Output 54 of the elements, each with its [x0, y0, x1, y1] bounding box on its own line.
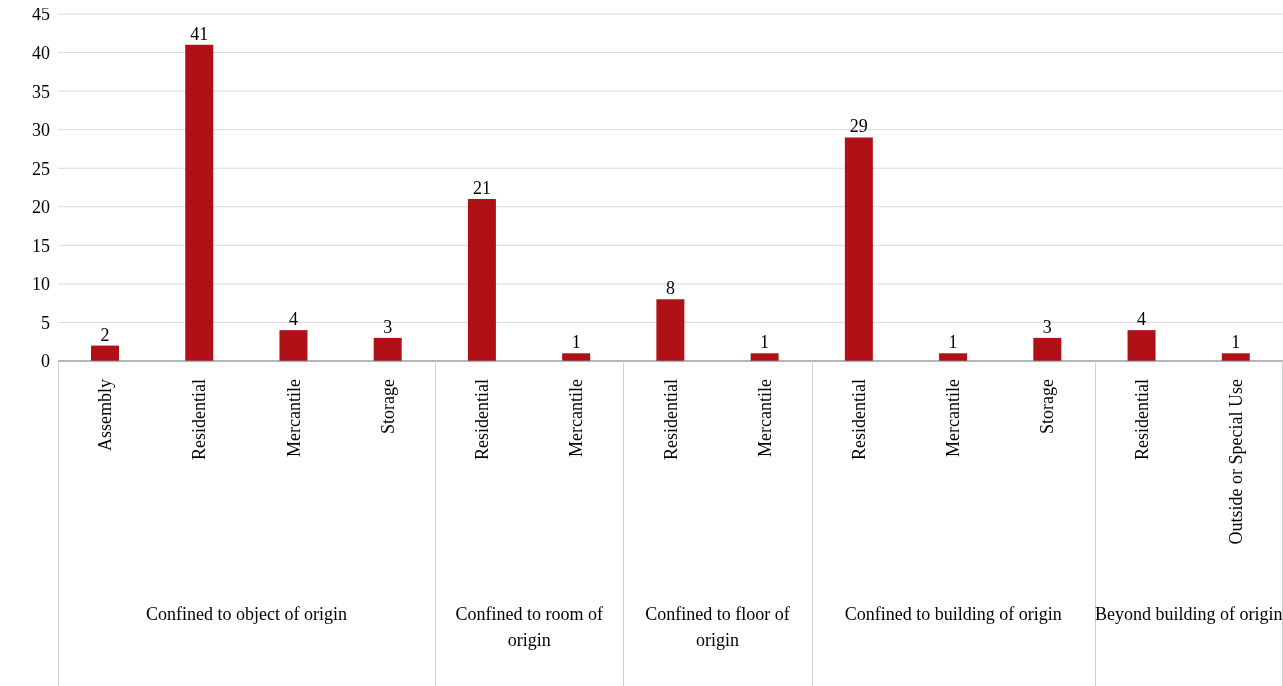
bar [656, 299, 685, 361]
data-label: 1 [948, 332, 958, 353]
bar [939, 353, 968, 361]
data-label: 21 [472, 178, 491, 199]
y-tick-label: 40 [32, 42, 50, 63]
bar [185, 44, 214, 361]
y-tick-label: 15 [32, 235, 50, 256]
data-label: 2 [100, 324, 110, 345]
data-label: 29 [849, 116, 868, 137]
x-tick-label: Mercantile [566, 379, 587, 457]
y-tick-label: 35 [32, 81, 50, 102]
y-tick-label: 45 [32, 4, 50, 25]
data-label: 4 [1137, 309, 1147, 330]
bar [750, 353, 779, 361]
x-tick-label: Residential [1131, 379, 1152, 460]
bar [373, 337, 402, 361]
y-tick-label: 5 [41, 312, 50, 333]
x-tick-label: Mercantile [754, 379, 775, 457]
y-tick-label: 30 [32, 120, 50, 141]
bar [844, 137, 873, 361]
data-label: 1 [760, 332, 770, 353]
x-tick-label: Residential [848, 379, 869, 460]
x-tick-label: Residential [189, 379, 210, 460]
bar [1033, 337, 1062, 361]
bar [1127, 330, 1156, 361]
data-label: 1 [1231, 332, 1241, 353]
x-tick-label: Mercantile [943, 379, 964, 457]
bar [467, 199, 496, 361]
bar [279, 330, 308, 361]
x-tick-label: Storage [1037, 378, 1058, 434]
y-tick-label: 20 [32, 197, 50, 218]
text: Beyond building of origin [1094, 603, 1283, 626]
text: Confined to room of origin [454, 603, 604, 652]
data-label: 4 [288, 309, 298, 330]
x-tick-label: Storage [377, 378, 398, 434]
x-tick-label: Outside or Special Use [1225, 379, 1246, 545]
bar [91, 345, 119, 361]
data-label: 3 [1042, 316, 1052, 337]
x-tick-label: Mercantile [283, 379, 304, 457]
x-tick-label: Assembly [95, 379, 116, 451]
x-tick-label: Residential [660, 379, 681, 460]
data-label: 3 [383, 316, 393, 337]
y-tick-label: 10 [32, 274, 50, 295]
data-label: 8 [665, 278, 675, 299]
text: Confined to building of origin [843, 603, 1063, 626]
text: Confined to object of origin [144, 603, 348, 626]
text: Confined to floor of origin [644, 603, 791, 652]
x-tick-label: Residential [472, 379, 493, 460]
bar [1221, 353, 1250, 361]
data-label: 41 [190, 23, 209, 44]
bar [562, 353, 591, 361]
data-label: 1 [571, 332, 581, 353]
y-tick-label: 0 [41, 351, 50, 372]
y-tick-label: 25 [32, 158, 50, 179]
